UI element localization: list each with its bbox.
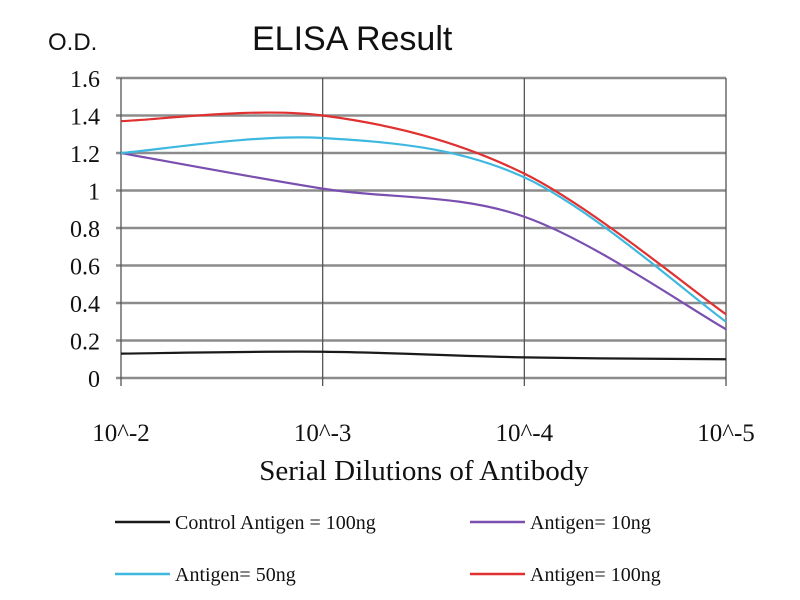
y-tick-label: 0.2 [70, 330, 100, 356]
legend-label: Antigen= 50ng [175, 564, 296, 586]
chart-title: ELISA Result [252, 20, 453, 58]
legend-label: Antigen= 100ng [530, 564, 661, 586]
y-tick-label: 1 [88, 180, 100, 206]
y-tick-label: 0 [88, 367, 100, 393]
x-tick-label: 10^-2 [92, 420, 150, 447]
series-line-0 [120, 350, 727, 361]
y-axis-label: O.D. [48, 29, 97, 56]
y-tick-label: 0.6 [70, 255, 100, 281]
x-tick-labels: 10^-2 10^-3 10^-4 10^-5 [92, 420, 755, 447]
legend: Control Antigen = 100ng Antigen= 10ng Anti… [115, 512, 661, 586]
y-tick-label: 0.4 [70, 292, 100, 318]
legend-label: Antigen= 10ng [530, 512, 651, 534]
legend-label: Control Antigen = 100ng [175, 512, 376, 534]
x-axis-label: Serial Dilutions of Antibody [259, 455, 589, 487]
series-lines [120, 111, 727, 361]
series-line-3 [120, 111, 727, 316]
y-tick-labels: 0 0.2 0.4 0.6 0.8 1 1.2 1.4 1.6 [70, 67, 100, 393]
series-line-1 [120, 151, 727, 331]
series-line-2 [120, 136, 727, 323]
y-tick-label: 1.4 [70, 105, 100, 131]
gridlines [116, 76, 727, 386]
x-tick-label: 10^-4 [496, 420, 554, 447]
y-tick-label: 1.2 [70, 142, 100, 168]
x-tick-label: 10^-3 [294, 420, 352, 447]
y-tick-label: 1.6 [70, 67, 100, 93]
x-tick-label: 10^-5 [697, 420, 755, 447]
y-tick-label: 0.8 [70, 217, 100, 243]
